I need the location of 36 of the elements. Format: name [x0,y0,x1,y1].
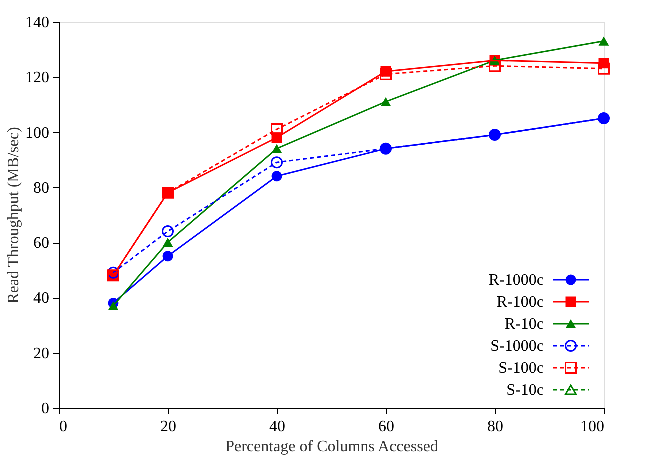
x-tick-label: 80 [488,418,504,436]
point [380,68,392,80]
point [162,251,174,262]
point [162,226,174,238]
point [598,36,610,46]
point [380,97,392,106]
point [489,60,501,72]
point [162,238,174,248]
point [108,266,120,279]
y-tick-label: 60 [34,235,50,252]
legend-label: S-100c [498,360,544,377]
y-tick-label: 140 [26,14,50,32]
y-axis-title: Read Throughput (MB/sec) [6,127,22,304]
x-tick-label: 40 [270,418,286,436]
legend-label: S-10c [506,382,544,399]
x-tick-label: 100 [580,418,604,436]
y-tick-label: 80 [34,180,50,197]
y-tick-label: 40 [34,290,50,308]
legend-label: R-10c [504,316,544,333]
legend-label: R-100c [496,294,544,311]
x-tick-label: 20 [160,418,176,436]
x-axis-title: Percentage of Columns Accessed [226,438,438,456]
y-tick-label: 0 [42,400,50,418]
legend-label: S-1000c [490,338,544,355]
y-tick-label: 20 [34,345,50,362]
point [271,156,283,169]
y-tick-label: 100 [26,124,50,142]
point [272,171,282,182]
y-tick-label: 120 [26,70,50,87]
point [108,301,119,311]
point [272,144,282,154]
x-tick-label: 60 [378,418,394,436]
x-tick-label: 0 [60,418,68,436]
point [271,124,283,136]
point [598,62,610,75]
legend-label: R-1000c [488,272,544,289]
